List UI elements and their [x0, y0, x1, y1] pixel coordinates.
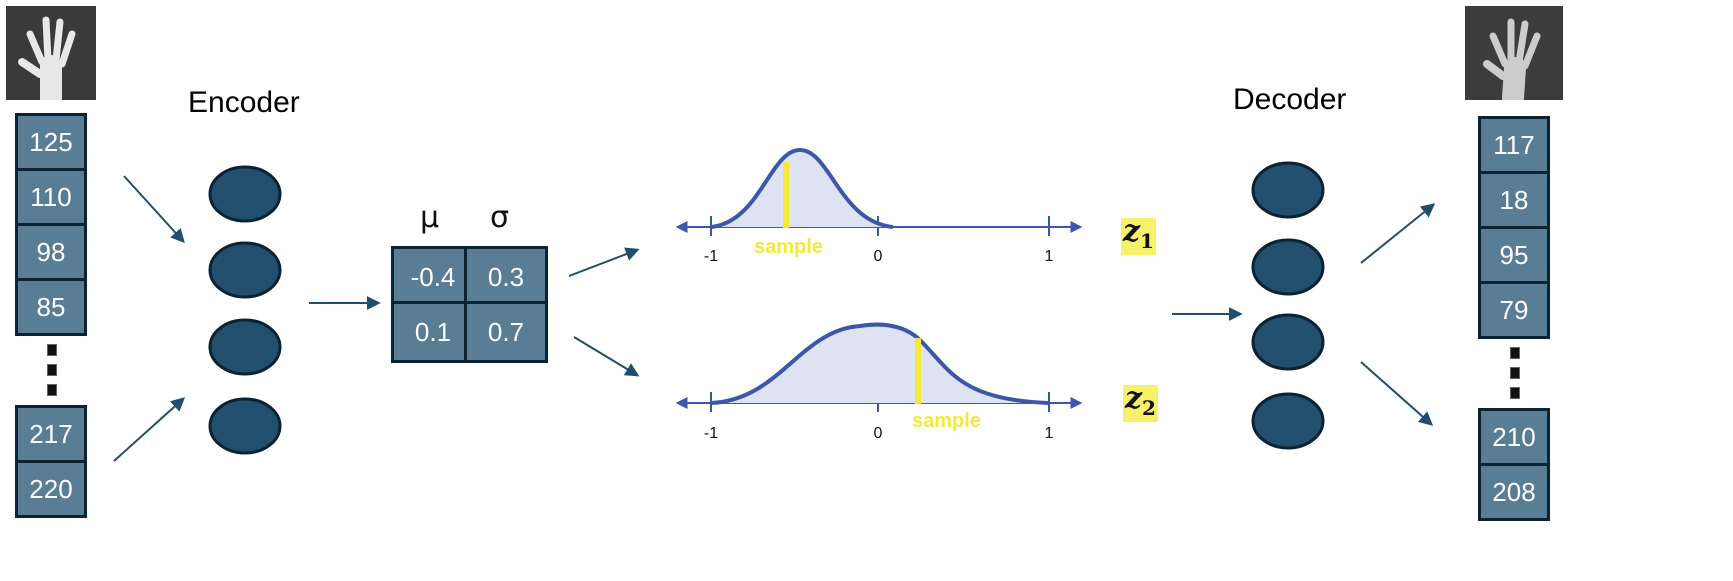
- input-value-cell: 98: [15, 223, 87, 281]
- ellipsis-dot: [1510, 347, 1520, 359]
- ellipsis-dot: [47, 384, 57, 396]
- z-letter: z: [1125, 381, 1143, 416]
- ellipsis-dot: [1510, 367, 1520, 379]
- output-value-cell: 79: [1478, 281, 1550, 339]
- encoder-nodes: [208, 165, 282, 455]
- sigma-value-cell: 0.7: [464, 301, 548, 363]
- mu-value-cell: -0.4: [391, 246, 475, 308]
- decoder-node: [1251, 161, 1325, 219]
- flow-arrow: [1360, 361, 1434, 426]
- encoder-node: [208, 397, 282, 455]
- gaussian-area: [711, 324, 1049, 403]
- axis-tick-label: 1: [1044, 425, 1054, 442]
- sample-label: sample: [754, 236, 823, 258]
- flow-arrow: [113, 397, 186, 462]
- decoder-node: [1251, 238, 1325, 296]
- output-value-cell: 208: [1478, 463, 1550, 521]
- gaussian-curve: [710, 147, 894, 229]
- axis-tick-label: 0: [873, 425, 883, 442]
- z-index: 1: [1140, 229, 1154, 253]
- mu-value-cell: 0.1: [391, 301, 475, 363]
- flow-arrow: [123, 175, 185, 244]
- sigma-value-cell: 0.3: [464, 246, 548, 308]
- gaussian-area: [711, 150, 893, 227]
- z-index: 2: [1142, 396, 1156, 420]
- output-hand-xray-image: [1465, 6, 1563, 100]
- decoder-nodes: [1251, 161, 1325, 450]
- z2-label: z2: [1123, 384, 1158, 422]
- encoder-node: [208, 318, 282, 376]
- input-value-cell: 220: [15, 460, 87, 518]
- sigma-label: σ: [490, 200, 510, 235]
- z-letter: z: [1123, 214, 1141, 249]
- sample-label: sample: [912, 410, 981, 432]
- ellipsis-dot: [47, 344, 57, 356]
- decoder-title: Decoder: [1233, 83, 1347, 116]
- decoder-node: [1251, 313, 1325, 371]
- hand-xray-icon: [1465, 6, 1563, 100]
- distribution-z2: [675, 322, 1083, 412]
- flow-arrow: [1360, 203, 1436, 264]
- gaussian-curve: [710, 322, 1050, 405]
- flow-arrows: [113, 175, 1436, 462]
- flow-arrow: [568, 247, 640, 277]
- encoder-title: Encoder: [188, 86, 300, 119]
- encoder-node: [208, 241, 282, 299]
- distribution-z1: [675, 147, 1083, 236]
- mu-label: μ: [420, 200, 440, 235]
- axis-tick-label: -1: [703, 248, 719, 265]
- input-value-cell: 110: [15, 168, 87, 226]
- input-value-cell: 85: [15, 278, 87, 336]
- ellipsis-dot: [47, 364, 57, 376]
- input-value-cell: 125: [15, 113, 87, 171]
- output-value-cell: 117: [1478, 116, 1550, 174]
- axis-tick-label: 0: [873, 248, 883, 265]
- output-value-cell: 95: [1478, 226, 1550, 284]
- output-value-cell: 18: [1478, 171, 1550, 229]
- axis-tick-label: 1: [1044, 248, 1054, 265]
- z1-label: z1: [1121, 217, 1156, 255]
- axis-tick-label: -1: [703, 425, 719, 442]
- input-value-cell: 217: [15, 405, 87, 463]
- ellipsis-dot: [1510, 387, 1520, 399]
- encoder-node: [208, 165, 282, 223]
- decoder-node: [1251, 392, 1325, 450]
- input-hand-xray-image: [6, 6, 96, 100]
- flow-arrow: [573, 336, 640, 377]
- output-value-cell: 210: [1478, 408, 1550, 466]
- hand-xray-icon: [6, 6, 96, 100]
